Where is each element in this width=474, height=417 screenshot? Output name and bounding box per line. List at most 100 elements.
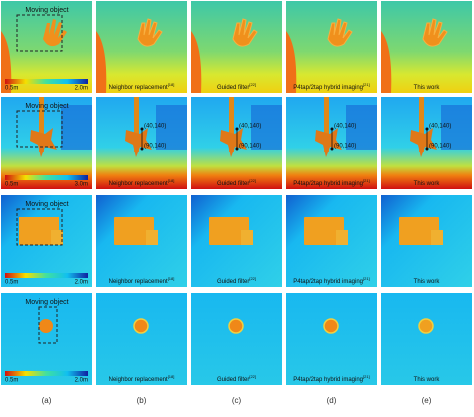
point-label: (40,140) bbox=[429, 124, 451, 130]
object-box bbox=[38, 306, 58, 344]
box-tail bbox=[51, 230, 63, 245]
panels: Moving object 0.5m 2.0m Neighbor replacemen… bbox=[1, 1, 472, 405]
method-label: Neighbor replacement[18] bbox=[109, 82, 175, 91]
depth-background bbox=[191, 1, 282, 93]
depth-background bbox=[96, 293, 187, 385]
method-ref: [18] bbox=[168, 82, 175, 87]
shelf bbox=[61, 105, 92, 150]
method-label: This work bbox=[414, 181, 441, 187]
object bbox=[220, 128, 247, 157]
point bbox=[330, 147, 334, 151]
method-name: P4tap/2tap hybrid imaging bbox=[293, 279, 363, 285]
shelf bbox=[156, 105, 187, 150]
method-label: Guided filter[22] bbox=[217, 276, 256, 285]
hand bbox=[422, 18, 448, 47]
ball bbox=[323, 318, 339, 334]
depth-background bbox=[286, 1, 377, 93]
panel: This work bbox=[381, 1, 472, 93]
box bbox=[114, 217, 154, 245]
method-label: P4tap/2tap hybrid imaging[21] bbox=[293, 178, 369, 187]
color-bar bbox=[5, 175, 88, 180]
arm bbox=[96, 31, 107, 93]
method-ref: [18] bbox=[168, 178, 175, 183]
method-label: P4tap/2tap hybrid imaging[21] bbox=[293, 276, 369, 285]
method-label: This work bbox=[414, 279, 441, 285]
column-label: (c) bbox=[232, 396, 242, 405]
method-label: Neighbor replacement[18] bbox=[109, 374, 175, 383]
method-ref: [22] bbox=[249, 374, 256, 379]
point-label: (90,140) bbox=[429, 144, 451, 150]
point bbox=[235, 127, 239, 131]
point-label: (90,140) bbox=[144, 144, 166, 150]
pole bbox=[229, 97, 234, 152]
method-ref: [18] bbox=[168, 276, 175, 281]
panel: Guided filter[22] bbox=[191, 195, 282, 287]
arm bbox=[1, 31, 12, 93]
depth-background bbox=[286, 293, 377, 385]
hand bbox=[137, 18, 163, 47]
column-label: (d) bbox=[327, 396, 337, 405]
panel: P4tap/2tap hybrid imaging[21] bbox=[286, 1, 377, 93]
object-label: Moving object bbox=[25, 299, 68, 306]
pole bbox=[324, 97, 329, 152]
hand bbox=[327, 18, 353, 47]
method-label: Neighbor replacement[18] bbox=[109, 276, 175, 285]
point-label: (90,140) bbox=[334, 144, 356, 150]
panel: This work bbox=[381, 293, 472, 385]
method-name: Guided filter bbox=[217, 181, 249, 187]
method-ref: [21] bbox=[363, 276, 370, 281]
method-ref: [21] bbox=[363, 178, 370, 183]
object-box bbox=[16, 208, 63, 246]
object bbox=[30, 128, 57, 157]
column-label: (b) bbox=[137, 396, 147, 405]
method-ref: [22] bbox=[249, 178, 256, 183]
scale-min: 0.5m bbox=[5, 280, 18, 286]
object-label: Moving object bbox=[25, 7, 68, 14]
panel: P4tap/2tap hybrid imaging[21] (40,140) (90… bbox=[286, 97, 377, 189]
method-ref: [18] bbox=[168, 374, 175, 379]
method-name: Guided filter bbox=[217, 377, 249, 383]
point bbox=[425, 147, 429, 151]
method-label: Guided filter[22] bbox=[217, 374, 256, 383]
ball bbox=[39, 319, 53, 333]
panel: This work bbox=[381, 195, 472, 287]
method-name: Neighbor replacement bbox=[109, 279, 168, 285]
method-name: P4tap/2tap hybrid imaging bbox=[293, 85, 363, 91]
method-label: This work bbox=[414, 85, 441, 91]
method-label: P4tap/2tap hybrid imaging[21] bbox=[293, 374, 369, 383]
box bbox=[399, 217, 439, 245]
point bbox=[235, 147, 239, 151]
scale-min: 0.5m bbox=[5, 86, 18, 92]
point-label: (90,140) bbox=[239, 144, 261, 150]
pole bbox=[419, 97, 424, 152]
depth-background bbox=[381, 293, 472, 385]
object bbox=[125, 128, 152, 157]
panel: Neighbor replacement[18] bbox=[96, 195, 187, 287]
method-label: Neighbor replacement[18] bbox=[109, 178, 175, 187]
box-tail bbox=[336, 230, 348, 245]
method-name: Neighbor replacement bbox=[109, 377, 168, 383]
color-bar bbox=[5, 371, 88, 376]
depth-background bbox=[96, 1, 187, 93]
ball bbox=[228, 318, 244, 334]
color-bar bbox=[5, 273, 88, 278]
point-label: (40,140) bbox=[334, 124, 356, 130]
point-label: (40,140) bbox=[239, 124, 261, 130]
method-label: P4tap/2tap hybrid imaging[21] bbox=[293, 82, 369, 91]
method-label: Guided filter[22] bbox=[217, 178, 256, 187]
method-ref: [21] bbox=[363, 374, 370, 379]
scale-min: 0.5m bbox=[5, 182, 18, 188]
ball bbox=[418, 318, 434, 334]
method-label: Guided filter[22] bbox=[217, 82, 256, 91]
arm bbox=[286, 31, 297, 93]
object bbox=[410, 128, 437, 157]
depth-background bbox=[1, 293, 92, 385]
hand bbox=[232, 18, 258, 47]
object-box bbox=[16, 14, 63, 52]
panel: Moving object 0.5m 2.0m bbox=[1, 195, 92, 287]
pole bbox=[134, 97, 139, 152]
method-name: This work bbox=[414, 377, 441, 383]
ball bbox=[133, 318, 149, 334]
panel: Neighbor replacement[18] (40,140) (90,140) bbox=[96, 97, 187, 189]
box bbox=[304, 217, 344, 245]
